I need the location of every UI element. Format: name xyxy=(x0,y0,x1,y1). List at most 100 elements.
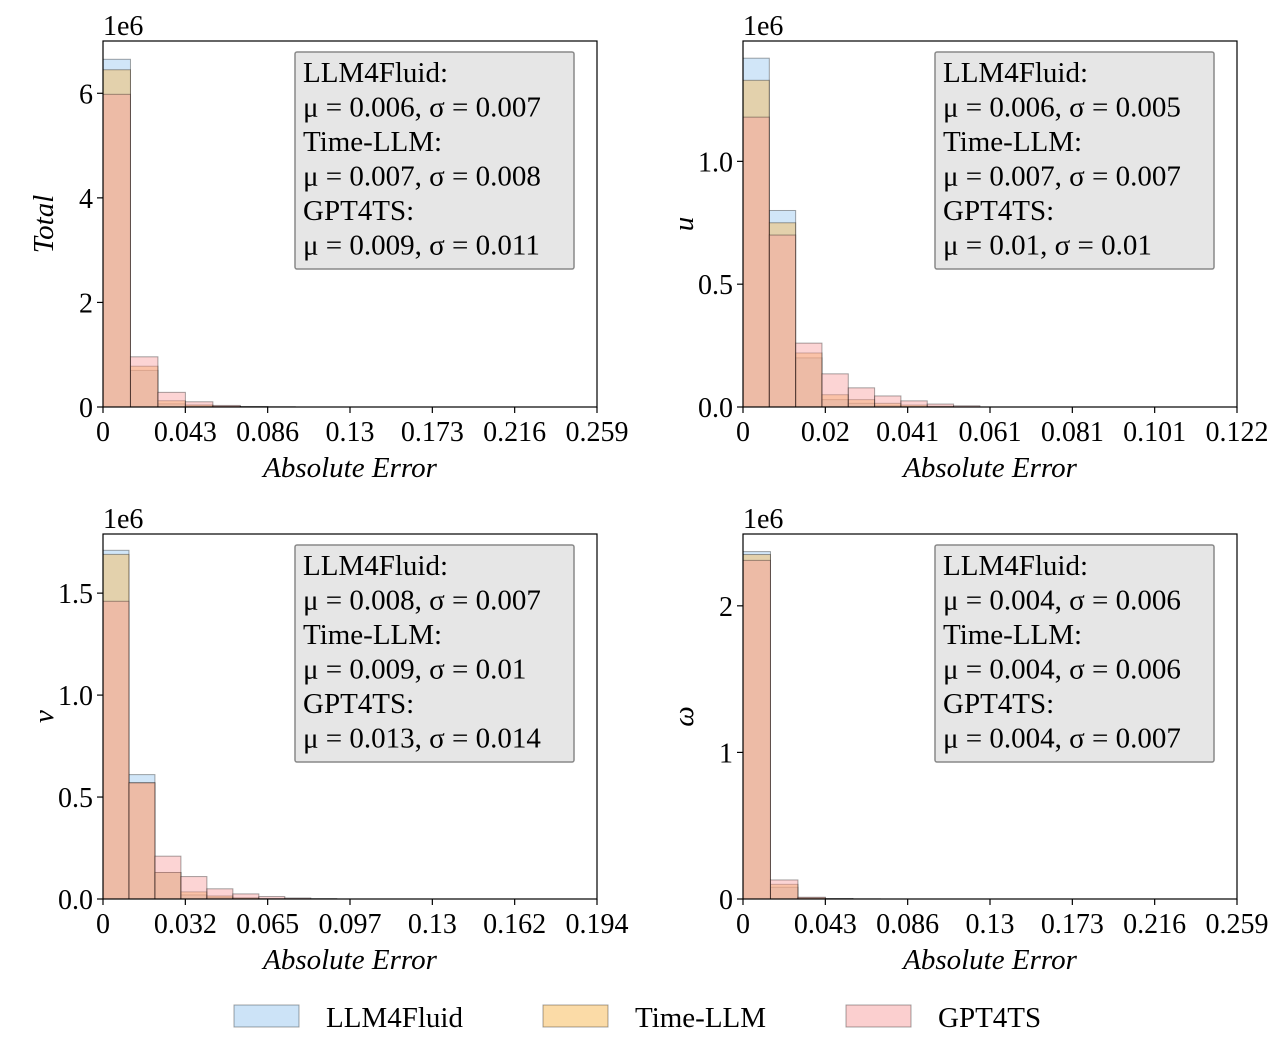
histogram-bar xyxy=(206,888,234,900)
histogram-bar xyxy=(129,356,159,408)
y-tick-label: 1.5 xyxy=(58,579,93,610)
histogram-bar xyxy=(154,871,182,900)
y-tick-label: 4 xyxy=(79,184,93,215)
stats-box-line: LLM4Fluid: xyxy=(303,57,448,89)
legend-swatch xyxy=(233,1004,300,1028)
x-tick-label: 0.081 xyxy=(1041,417,1104,448)
x-tick-label: 0.13 xyxy=(966,909,1015,940)
histogram-bar xyxy=(742,551,771,900)
histogram-bar xyxy=(102,600,130,900)
x-tick-label: 0.061 xyxy=(959,417,1022,448)
histogram-bar xyxy=(102,69,131,408)
y-tick-label: 0.0 xyxy=(58,885,93,916)
x-tick-label: 0 xyxy=(96,417,110,448)
stats-box-line: Time-LLM: xyxy=(943,126,1082,158)
y-axis-label: ω xyxy=(668,706,700,726)
subplot-4: 0 0.043 0.086 0.13 0.173 0.216 0.259 0 1 2 1e6 Abso… xyxy=(668,504,1269,976)
histogram-bar xyxy=(900,400,928,408)
y-scale-label: 1e6 xyxy=(743,11,783,42)
histogram-bar xyxy=(795,342,823,408)
x-tick-label: 0.086 xyxy=(876,909,939,940)
stats-box-line: μ = 0.004, σ = 0.006 xyxy=(943,654,1181,686)
histogram-bar xyxy=(128,782,156,900)
stats-box-line: μ = 0.013, σ = 0.014 xyxy=(303,723,541,755)
series-time-llm xyxy=(102,553,286,900)
y-axis-label: v xyxy=(28,710,60,723)
histogram-bar xyxy=(128,774,156,900)
x-tick-label: 0.101 xyxy=(1123,417,1186,448)
histogram-bar xyxy=(768,222,797,408)
legend: LLM4Fluid Time-LLM GPT4TS xyxy=(233,1002,1041,1034)
y-tick-label: 1.0 xyxy=(58,681,93,712)
stats-box-line: LLM4Fluid: xyxy=(303,550,448,582)
histogram-bar xyxy=(742,79,770,408)
histogram-bar xyxy=(102,93,131,408)
y-tick-label: 0 xyxy=(719,885,733,916)
histogram-bar xyxy=(768,234,797,408)
histogram-bar xyxy=(742,116,770,408)
subplot-3: 0 0.032 0.065 0.097 0.13 0.162 0.194 0.0 0.5 1.0 1… xyxy=(28,504,629,976)
x-tick-label: 0.13 xyxy=(408,909,457,940)
histogram-bar xyxy=(184,401,214,408)
y-tick-label: 0 xyxy=(79,393,93,424)
histogram-bar xyxy=(742,554,771,900)
stats-box-background xyxy=(934,51,1215,270)
histogram-bar xyxy=(769,879,799,900)
x-axis-label: Absolute Error xyxy=(261,944,437,976)
x-tick-label: 0.086 xyxy=(236,417,299,448)
stats-box-line: Time-LLM: xyxy=(303,126,442,158)
stats-box-line: μ = 0.009, σ = 0.01 xyxy=(303,654,526,686)
x-tick-label: 0.259 xyxy=(566,417,629,448)
legend-label: LLM4Fluid xyxy=(326,1002,463,1034)
x-tick-label: 0.097 xyxy=(319,909,382,940)
x-tick-label: 0.194 xyxy=(566,909,629,940)
histogram-bar xyxy=(847,387,876,408)
x-tick-label: 0 xyxy=(96,909,110,940)
series-time-llm xyxy=(742,79,955,408)
x-tick-label: 0.173 xyxy=(401,417,464,448)
series-time-llm xyxy=(102,69,269,408)
stats-box: LLM4Fluid:μ = 0.006, σ = 0.005Time-LLM:μ… xyxy=(934,51,1215,270)
series-llm4fluid xyxy=(742,551,826,900)
histogram-bar xyxy=(129,365,159,408)
stats-box-background xyxy=(934,544,1215,763)
x-tick-label: 0.043 xyxy=(794,909,857,940)
stats-box-background xyxy=(294,51,575,270)
stats-box-line: LLM4Fluid: xyxy=(943,550,1088,582)
legend-label: Time-LLM xyxy=(635,1002,766,1034)
y-scale-label: 1e6 xyxy=(743,504,783,535)
y-scale-label: 1e6 xyxy=(103,504,143,535)
x-tick-label: 0.02 xyxy=(801,417,850,448)
histogram-bar xyxy=(102,58,131,408)
series-gpt4ts xyxy=(102,600,338,900)
x-tick-label: 0.259 xyxy=(1206,909,1269,940)
stats-box-line: μ = 0.004, σ = 0.007 xyxy=(943,723,1181,755)
y-tick-label: 0.5 xyxy=(58,783,93,814)
subplot-2: 0 0.02 0.041 0.061 0.081 0.101 0.122 0.0 0.5 1.0 1… xyxy=(668,11,1269,484)
legend-entry-llm4fluid: LLM4Fluid xyxy=(233,1002,463,1034)
histogram-bar xyxy=(795,357,823,408)
x-tick-label: 0.041 xyxy=(876,417,939,448)
x-tick-label: 0.216 xyxy=(1123,909,1186,940)
stats-box-line: μ = 0.009, σ = 0.011 xyxy=(303,230,540,262)
legend-entry-gpt4ts: GPT4TS xyxy=(845,1002,1041,1034)
x-tick-label: 0.216 xyxy=(483,417,546,448)
histogram-bar xyxy=(154,871,182,900)
stats-box-line: LLM4Fluid: xyxy=(943,57,1088,89)
x-tick-label: 0 xyxy=(736,417,750,448)
stats-box: LLM4Fluid:μ = 0.008, σ = 0.007Time-LLM:μ… xyxy=(294,544,575,763)
histogram-bar xyxy=(157,391,186,408)
subplot-1: 0 0.043 0.086 0.13 0.173 0.216 0.259 0 2 4 6 1e6 Abs… xyxy=(28,11,629,484)
series-gpt4ts xyxy=(102,93,296,408)
series-time-llm xyxy=(742,554,854,900)
series-gpt4ts xyxy=(742,116,981,408)
histogram-bar xyxy=(128,782,156,900)
legend-swatch xyxy=(542,1004,609,1028)
stats-box: LLM4Fluid:μ = 0.004, σ = 0.006Time-LLM:μ… xyxy=(934,544,1215,763)
stats-box-line: Time-LLM: xyxy=(303,619,442,651)
y-tick-label: 6 xyxy=(79,79,93,110)
histogram-bar xyxy=(742,57,770,408)
histogram-bar xyxy=(742,559,771,900)
y-tick-label: 1.0 xyxy=(698,147,733,178)
y-scale-label: 1e6 xyxy=(103,11,143,42)
